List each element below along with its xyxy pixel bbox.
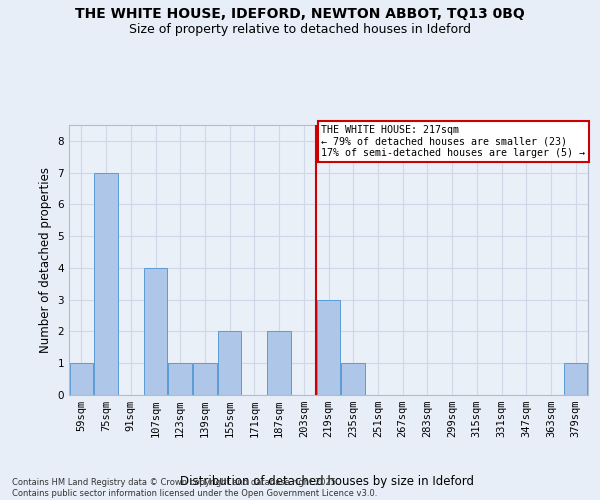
Text: Distribution of detached houses by size in Ideford: Distribution of detached houses by size …: [180, 474, 474, 488]
Bar: [341, 363, 365, 395]
Bar: [169, 363, 192, 395]
Text: THE WHITE HOUSE: 217sqm
← 79% of detached houses are smaller (23)
17% of semi-de: THE WHITE HOUSE: 217sqm ← 79% of detache…: [321, 125, 585, 158]
Bar: [564, 363, 587, 395]
Bar: [144, 268, 167, 395]
Text: Contains HM Land Registry data © Crown copyright and database right 2025.
Contai: Contains HM Land Registry data © Crown c…: [12, 478, 377, 498]
Bar: [70, 363, 93, 395]
Bar: [193, 363, 217, 395]
Y-axis label: Number of detached properties: Number of detached properties: [39, 167, 52, 353]
Bar: [94, 172, 118, 395]
Bar: [218, 332, 241, 395]
Text: THE WHITE HOUSE, IDEFORD, NEWTON ABBOT, TQ13 0BQ: THE WHITE HOUSE, IDEFORD, NEWTON ABBOT, …: [75, 8, 525, 22]
Bar: [317, 300, 340, 395]
Bar: [268, 332, 291, 395]
Text: Size of property relative to detached houses in Ideford: Size of property relative to detached ho…: [129, 22, 471, 36]
